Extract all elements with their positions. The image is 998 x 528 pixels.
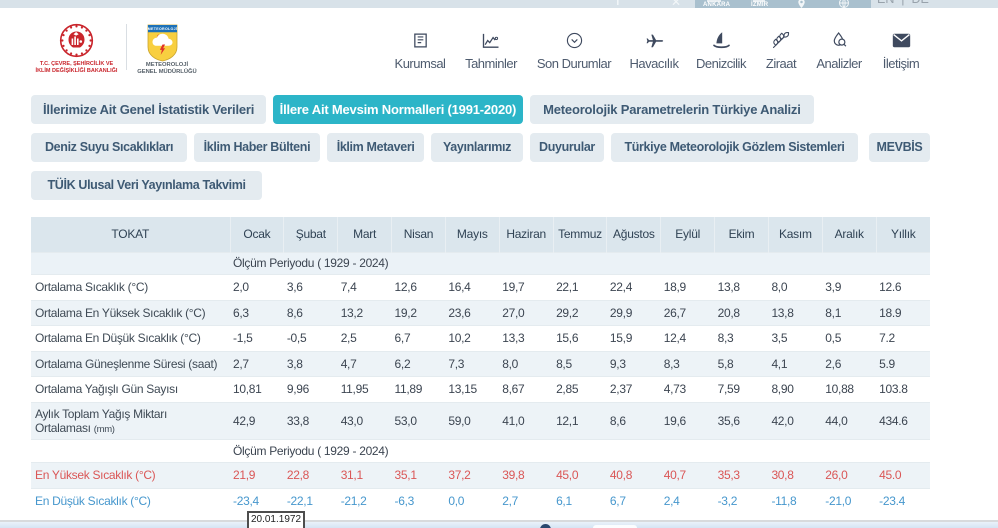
svg-text:METEOROLOJİ: METEOROLOJİ <box>148 27 177 31</box>
